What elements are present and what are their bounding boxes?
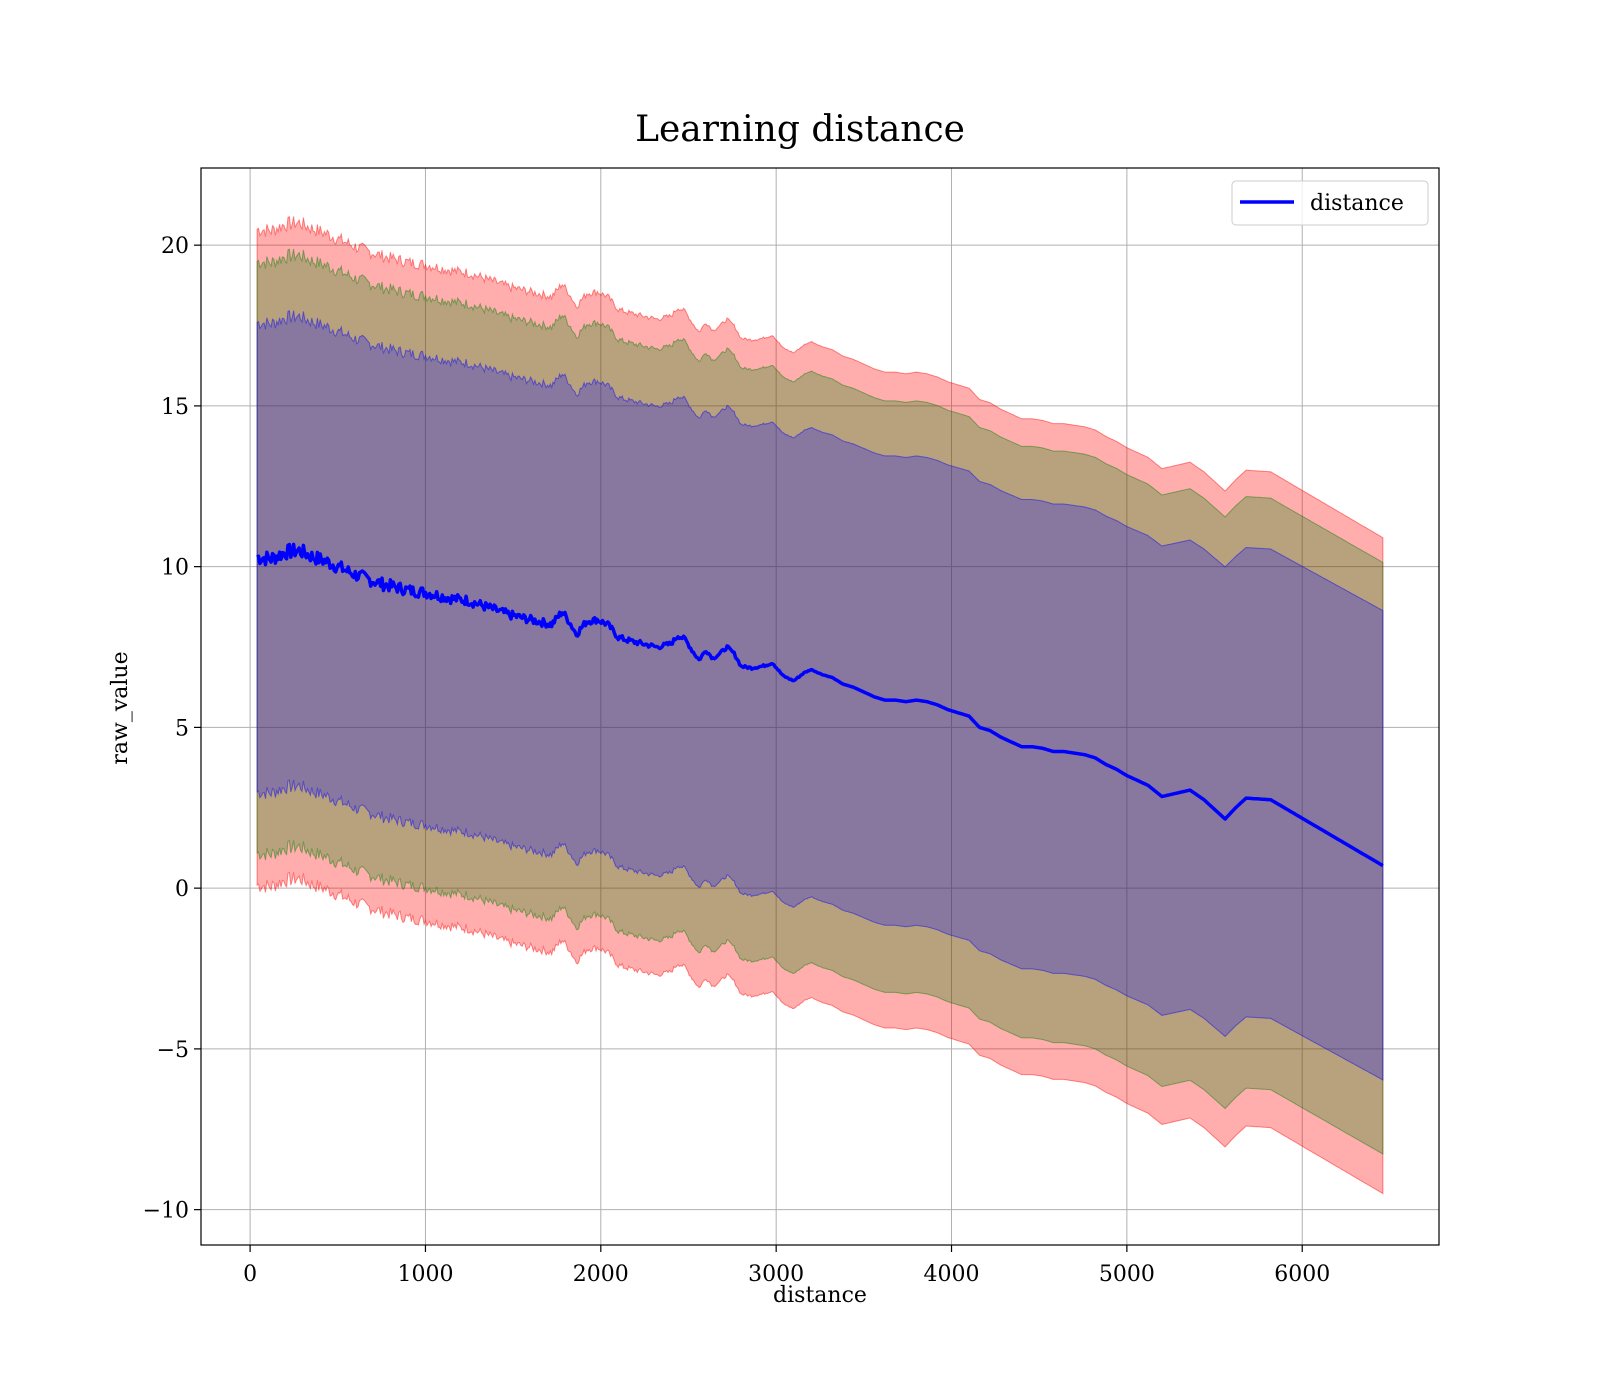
confidence-band-1	[256, 248, 1384, 1155]
series-layer	[256, 542, 1384, 868]
x-tick-label: 6000	[1274, 1262, 1330, 1287]
x-tick-label: 4000	[924, 1262, 980, 1287]
plot-area	[201, 168, 1439, 1245]
confidence-bands	[256, 215, 1384, 1195]
chart-title: Learning distance	[635, 109, 965, 150]
x-tick-label: 5000	[1099, 1262, 1155, 1287]
x-axis-ticks: 0 1000 2000 3000 4000 5000 6000	[243, 1245, 1330, 1287]
x-tick-label: 3000	[748, 1262, 804, 1287]
y-tick-label: 15	[161, 395, 189, 420]
x-tick-label: 0	[243, 1262, 257, 1287]
confidence-band-2	[256, 310, 1384, 1081]
x-tick-label: 1000	[397, 1262, 453, 1287]
series-line-distance	[256, 542, 1384, 868]
legend-label-distance: distance	[1310, 191, 1404, 216]
y-axis-label: raw_value	[108, 651, 133, 764]
y-tick-label: 10	[161, 556, 189, 581]
confidence-band-0	[256, 215, 1384, 1195]
y-tick-label: −10	[143, 1199, 189, 1224]
y-tick-label: 0	[175, 877, 189, 902]
grid	[201, 168, 1439, 1245]
plot-frame	[200, 167, 1440, 1246]
legend-box	[1231, 180, 1429, 226]
x-tick-label: 2000	[573, 1262, 629, 1287]
y-axis-ticks: −10 −5 0 5 10 15 20	[143, 234, 201, 1224]
y-tick-label: 5	[175, 716, 189, 741]
x-axis-label: distance	[773, 1283, 867, 1308]
legend: distance	[1231, 180, 1429, 226]
y-tick-label: −5	[157, 1038, 189, 1063]
y-tick-label: 20	[161, 234, 189, 259]
